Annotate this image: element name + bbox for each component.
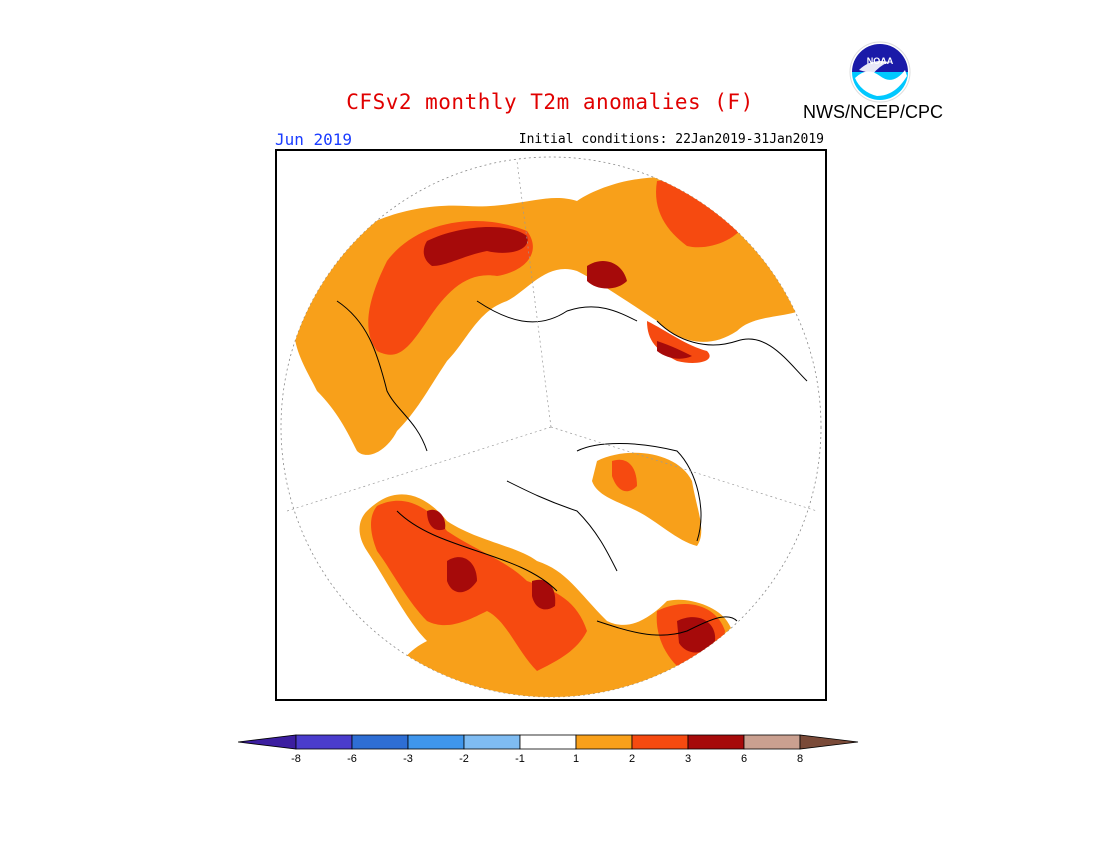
colorbar [238, 734, 859, 750]
colorbar-cell [743, 734, 801, 750]
anomaly-region [423, 226, 528, 266]
colorbar-arrow-low [238, 734, 297, 750]
colorbar-tick-label: 8 [796, 753, 804, 765]
anomaly-region [647, 321, 710, 363]
graticule [286, 160, 818, 512]
map-title: CFSv2 monthly T2m anomalies (F) [346, 90, 754, 114]
colorbar-cell [519, 734, 577, 750]
colorbar-cell [687, 734, 745, 750]
anomaly-region [371, 500, 587, 671]
colorbar-cell [463, 734, 521, 750]
colorbar-tick-label: 1 [572, 753, 580, 765]
colorbar-tick-label: 3 [684, 753, 692, 765]
anomaly-region [657, 341, 692, 359]
colorbar-tick-label: -8 [291, 753, 301, 765]
colorbar-tick-label: -2 [459, 753, 469, 765]
anomaly-shading [293, 177, 817, 697]
anomaly-region [612, 459, 637, 492]
anomaly-region [447, 557, 477, 593]
globe-outline [280, 156, 822, 698]
svg-text:NOAA: NOAA [867, 56, 894, 66]
anomaly-region [677, 617, 716, 653]
colorbar-arrow-high [799, 734, 859, 750]
anomaly-region [368, 221, 533, 355]
colorbar-tick-label: 2 [628, 753, 636, 765]
anomaly-region [532, 579, 556, 610]
noaa-logo: NOAA [849, 40, 911, 108]
colorbar-tick-label: 6 [740, 753, 748, 765]
agency-label: NWS/NCEP/CPC [803, 102, 944, 122]
coastlines [336, 300, 808, 636]
colorbar-tick-label: -6 [347, 753, 357, 765]
colorbar-cell [351, 734, 409, 750]
polar-anomaly-map [280, 156, 822, 698]
anomaly-region [427, 509, 446, 531]
polar-map-frame [275, 149, 827, 701]
forecast-period: Jun 2019 [275, 130, 353, 149]
colorbar-cell [295, 734, 353, 750]
colorbar-cell [631, 734, 689, 750]
colorbar-tick-label: -1 [515, 753, 525, 765]
colorbar-tick-label: -3 [403, 753, 413, 765]
colorbar-cell [575, 734, 633, 750]
initial-conditions: Initial conditions: 22Jan2019-31Jan2019 [518, 132, 824, 147]
anomaly-region [587, 261, 627, 289]
colorbar-cell [407, 734, 465, 750]
anomaly-region [592, 452, 702, 546]
